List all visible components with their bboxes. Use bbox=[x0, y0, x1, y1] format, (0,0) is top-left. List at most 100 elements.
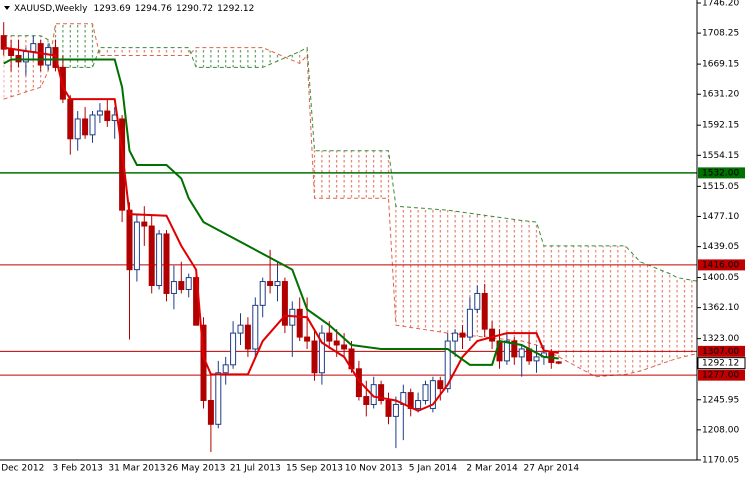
candle-body bbox=[148, 225, 155, 287]
close-value: 1292.12 bbox=[217, 4, 254, 14]
candle-body bbox=[318, 332, 325, 374]
y-tick-label: 1362.10 bbox=[702, 303, 739, 313]
y-tick-label: 1708.25 bbox=[702, 29, 739, 39]
candle-body bbox=[156, 233, 163, 287]
y-tick-label: 1669.15 bbox=[702, 60, 739, 70]
cloud-segment bbox=[188, 47, 197, 68]
y-tick-label: 1515.05 bbox=[702, 182, 739, 192]
cloud-edge bbox=[3, 23, 697, 378]
x-tick-label: 10 Nov 2013 bbox=[345, 464, 403, 474]
current-price-box bbox=[697, 357, 746, 370]
cloud-segment bbox=[595, 245, 626, 377]
y-tick-label: 1323.00 bbox=[702, 334, 739, 344]
candle-body bbox=[392, 403, 399, 417]
cloud-segment bbox=[677, 277, 697, 359]
candle-body bbox=[96, 110, 103, 116]
candle-body bbox=[466, 308, 473, 338]
candle-body bbox=[74, 118, 81, 140]
x-tick-label: 2 Mar 2014 bbox=[466, 464, 518, 474]
candle-body bbox=[311, 340, 318, 374]
cloud-segment bbox=[447, 210, 522, 342]
level-label: 1416.00 bbox=[702, 260, 739, 270]
candle-body bbox=[67, 98, 74, 140]
candle-body bbox=[489, 328, 496, 342]
candle-body bbox=[274, 281, 281, 287]
cloud-segment bbox=[388, 150, 396, 326]
cloud-segment bbox=[55, 23, 93, 68]
candle-body bbox=[518, 348, 525, 358]
candle-body bbox=[363, 396, 370, 405]
level-label-box bbox=[698, 259, 745, 271]
symbol: XAUUSD,Weekly bbox=[14, 4, 88, 14]
current-price-label: 1292.12 bbox=[702, 359, 739, 369]
x-tick-label: 5 Jan 2014 bbox=[409, 464, 457, 474]
level-label-box bbox=[698, 369, 745, 381]
candle-body bbox=[207, 400, 214, 425]
cloud-segment bbox=[92, 23, 100, 68]
indicator-line bbox=[3, 58, 559, 366]
candle-body bbox=[378, 384, 385, 402]
candle-body bbox=[333, 340, 340, 346]
y-tick-label: 1170.05 bbox=[702, 455, 739, 465]
level-label: 1277.00 bbox=[702, 371, 739, 381]
y-tick-label: 1245.95 bbox=[702, 395, 739, 405]
candle-body bbox=[0, 35, 7, 50]
candle-body bbox=[533, 356, 540, 362]
candle-body bbox=[30, 43, 37, 53]
y-tick-label: 1746.20 bbox=[702, 0, 739, 9]
candle-body bbox=[474, 292, 481, 310]
candle-body bbox=[133, 221, 140, 271]
candle-body bbox=[185, 277, 192, 290]
candle-body bbox=[230, 332, 237, 366]
x-tick-label: 27 Apr 2014 bbox=[523, 464, 579, 474]
candle-body bbox=[244, 324, 251, 350]
candle-body bbox=[141, 221, 148, 227]
cloud-edge bbox=[3, 35, 697, 282]
cloud-segment bbox=[640, 261, 670, 372]
x-tick-label: 9 Dec 2012 bbox=[0, 464, 44, 474]
candle-body bbox=[163, 233, 170, 294]
cloud-segment bbox=[314, 150, 389, 199]
candle-body bbox=[511, 340, 518, 358]
candle-body bbox=[104, 110, 111, 122]
y-tick-label: 1477.10 bbox=[702, 212, 739, 222]
candle-body bbox=[385, 400, 392, 417]
menu-arrow bbox=[4, 6, 10, 10]
y-tick-label: 1554.15 bbox=[702, 151, 739, 161]
cloud-segment bbox=[395, 206, 448, 334]
candle-body bbox=[259, 281, 266, 306]
y-tick-label: 1631.20 bbox=[702, 90, 739, 100]
high-value: 1294.76 bbox=[135, 4, 172, 14]
y-tick-label: 1592.15 bbox=[702, 121, 739, 131]
y-tick-label: 1400.05 bbox=[702, 273, 739, 283]
open-value: 1293.69 bbox=[94, 4, 131, 14]
candle-body bbox=[237, 324, 244, 334]
candle-body bbox=[89, 114, 96, 136]
candle-body bbox=[170, 281, 177, 294]
candle-body bbox=[555, 361, 562, 364]
candle-body bbox=[341, 344, 348, 350]
candle-body bbox=[503, 340, 510, 362]
candle-body bbox=[459, 332, 466, 338]
chart-header: XAUUSD,Weekly 1293.69 1294.76 1290.72 1292.1… bbox=[14, 4, 254, 14]
cloud-segment bbox=[521, 220, 537, 345]
cloud-segment bbox=[536, 222, 544, 349]
y-tick-label: 1208.00 bbox=[702, 425, 739, 435]
candle-body bbox=[437, 380, 444, 390]
candle-body bbox=[8, 48, 15, 57]
cloud-segment bbox=[632, 253, 641, 373]
candle-body bbox=[178, 281, 185, 290]
x-tick-label: 15 Sep 2013 bbox=[286, 464, 343, 474]
candle-body bbox=[252, 304, 259, 350]
candle-body bbox=[296, 308, 303, 338]
x-tick-label: 3 Feb 2013 bbox=[53, 464, 103, 474]
cloud-segment bbox=[669, 273, 678, 361]
candle-body bbox=[126, 209, 133, 271]
x-tick-label: 31 Mar 2013 bbox=[108, 464, 165, 474]
indicator-line bbox=[3, 46, 559, 412]
candle-body bbox=[326, 332, 333, 342]
plot-area bbox=[0, 22, 697, 453]
